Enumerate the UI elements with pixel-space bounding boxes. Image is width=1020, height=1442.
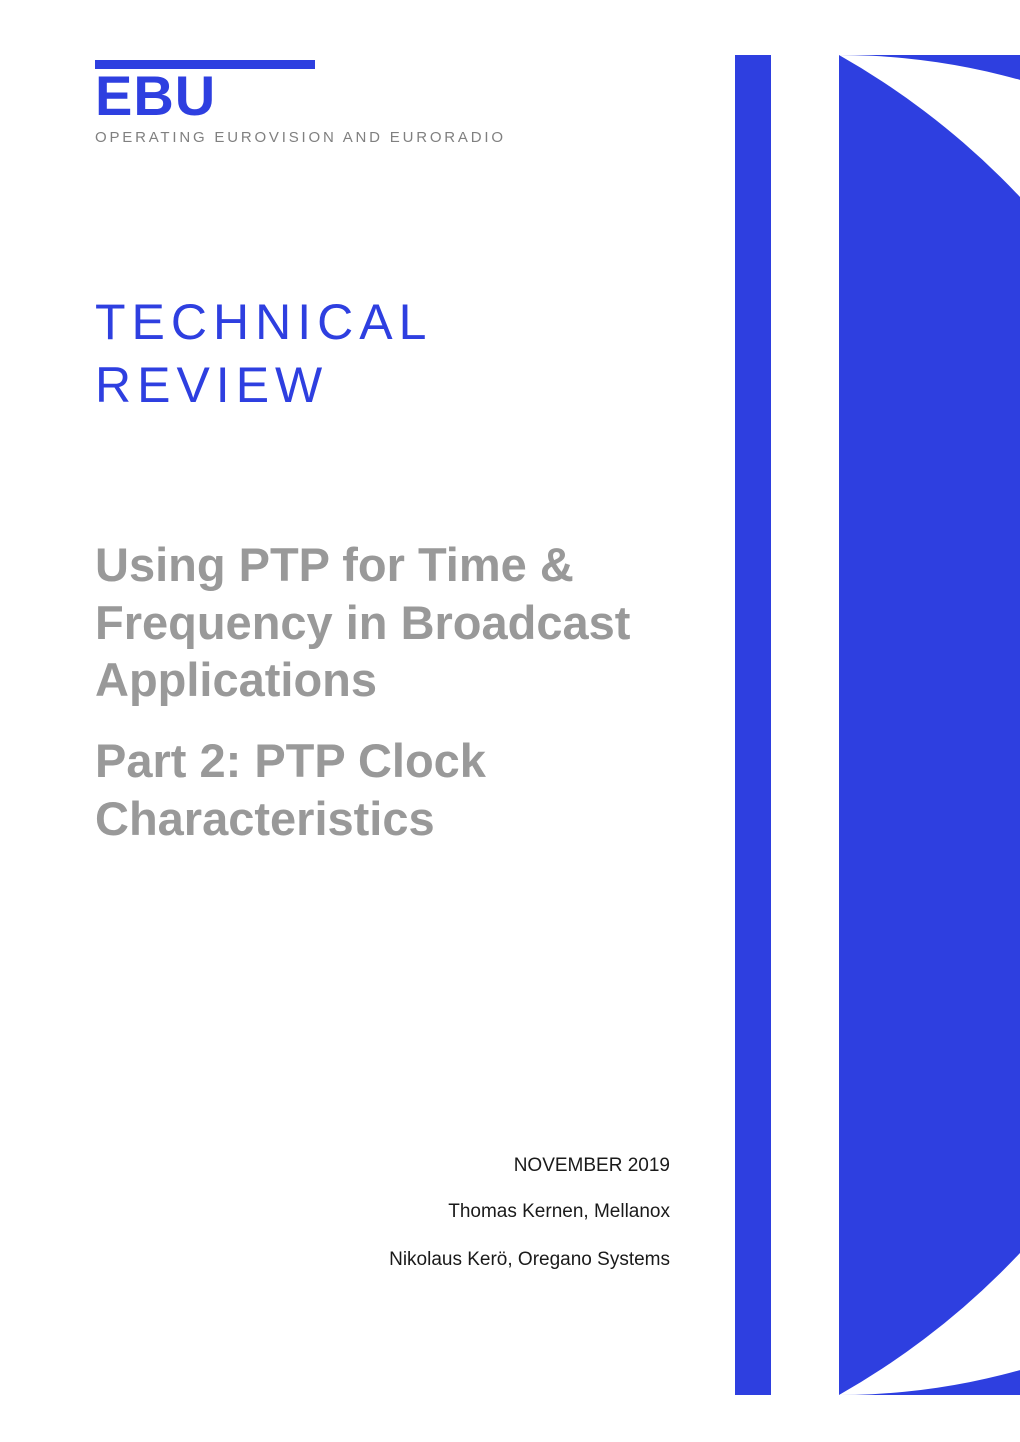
author-line: Nikolaus Kerö, Oregano Systems — [350, 1247, 670, 1273]
publication-date: NOVEMBER 2019 — [350, 1155, 670, 1177]
document-subtitle: Part 2: PTP Clock Characteristics — [95, 732, 655, 847]
side-decorative-graphic — [735, 55, 1020, 1395]
series-title: TECHNICAL REVIEW — [95, 291, 655, 416]
document-title: Using PTP for Time & Frequency in Broadc… — [95, 536, 655, 708]
footer-block: NOVEMBER 2019 Thomas Kernen, Mellanox Ni… — [350, 1155, 670, 1294]
logo-tagline: OPERATING EUROVISION AND EURORADIO — [95, 129, 655, 146]
logo-text: EBU — [95, 71, 655, 121]
author-line: Thomas Kernen, Mellanox — [350, 1199, 670, 1225]
logo-block: EBU OPERATING EUROVISION AND EURORADIO — [95, 60, 655, 146]
